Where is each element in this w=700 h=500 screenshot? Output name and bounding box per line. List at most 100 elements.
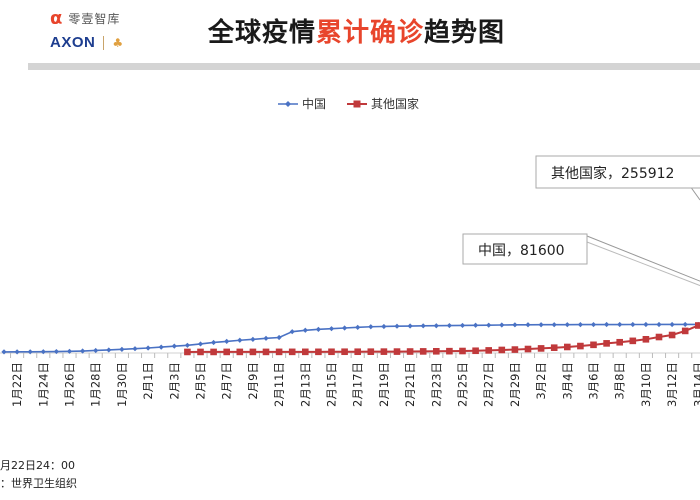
title-suffix: 趋势图 xyxy=(424,18,506,48)
data-point-other xyxy=(668,331,676,339)
data-point-china xyxy=(512,322,518,328)
data-point-china xyxy=(276,334,282,341)
data-point-other xyxy=(655,333,663,341)
legend-marker-china xyxy=(285,101,291,107)
data-point-china xyxy=(381,323,387,330)
data-point-china xyxy=(158,344,164,350)
data-point-china xyxy=(93,347,99,354)
x-tick-label: 1月26日 xyxy=(63,362,77,407)
x-tick-label: 2月13日 xyxy=(298,362,312,407)
data-point-other xyxy=(302,348,309,356)
data-point-china xyxy=(302,327,308,333)
data-point-china xyxy=(184,342,190,348)
data-point-other xyxy=(511,346,519,353)
data-point-china xyxy=(499,322,505,328)
data-point-other xyxy=(262,348,270,356)
x-tick-label: 1月30日 xyxy=(115,362,129,407)
callout-leader-china xyxy=(586,235,700,282)
data-point-china xyxy=(538,322,544,328)
data-point-other xyxy=(406,348,414,355)
data-point-china xyxy=(551,322,557,328)
data-point-china xyxy=(446,322,452,329)
logo-axon-text: AXON xyxy=(50,34,96,51)
data-point-other xyxy=(603,340,610,347)
x-tick-label: 2月15日 xyxy=(325,362,339,407)
data-point-china xyxy=(171,343,177,349)
data-point-china xyxy=(119,346,125,352)
data-point-china xyxy=(394,323,400,329)
data-point-other xyxy=(236,348,244,356)
title-highlight: 累计确诊 xyxy=(316,18,425,48)
data-point-china xyxy=(643,321,649,328)
page-title: 全球疫情累计确诊趋势图 xyxy=(208,12,505,49)
x-tick-label: 2月29日 xyxy=(508,362,522,407)
x-tick-label: 2月3日 xyxy=(167,362,181,400)
x-tick-label: 2月9日 xyxy=(246,362,260,400)
data-point-china xyxy=(433,323,439,329)
x-tick-label: 1月22日 xyxy=(10,362,24,407)
x-tick-label: 3月4日 xyxy=(560,362,574,400)
callout-box-china xyxy=(462,233,588,265)
data-point-china xyxy=(66,348,73,354)
data-point-china xyxy=(14,349,20,355)
x-tick-label: 1月28日 xyxy=(89,362,103,407)
data-point-china xyxy=(420,323,426,329)
footer-time: 月22日24：00 xyxy=(0,459,75,472)
data-point-china xyxy=(604,321,610,328)
data-point-china xyxy=(328,326,335,332)
x-tick-label: 3月6日 xyxy=(587,362,601,400)
x-tick-label: 3月2日 xyxy=(534,362,548,400)
data-point-other xyxy=(223,348,230,356)
data-point-china xyxy=(237,337,243,343)
data-point-other xyxy=(577,342,584,350)
logo-mark-icon: ♣ xyxy=(112,35,124,50)
data-point-china xyxy=(224,338,230,344)
x-tick-label: 2月1日 xyxy=(141,362,155,400)
data-point-other xyxy=(341,348,348,356)
data-point-other xyxy=(354,348,361,356)
data-point-other xyxy=(433,347,440,355)
data-point-china xyxy=(197,341,204,347)
data-point-other xyxy=(485,347,492,354)
x-tick-label: 3月8日 xyxy=(613,362,627,400)
data-point-other xyxy=(315,348,322,356)
data-point-other xyxy=(328,348,335,356)
x-tick-label: 2月19日 xyxy=(377,362,391,407)
data-point-china xyxy=(682,321,688,328)
callout-label-other: 其他国家，255912 xyxy=(551,165,674,182)
data-point-china xyxy=(669,321,675,328)
x-tick-label: 2月17日 xyxy=(351,362,365,407)
data-point-china xyxy=(407,323,413,329)
legend-label-china: 中国 xyxy=(302,96,326,111)
data-point-china xyxy=(473,322,479,328)
data-point-other xyxy=(629,337,637,345)
data-point-other xyxy=(472,347,479,355)
callout-label-china: 中国，81600 xyxy=(478,243,565,259)
x-tick-label: 3月10日 xyxy=(639,362,653,407)
x-tick-label: 3月12日 xyxy=(665,362,679,407)
data-point-other xyxy=(275,348,283,356)
data-point-china xyxy=(289,329,295,335)
data-point-other xyxy=(446,347,453,355)
data-point-china xyxy=(630,321,636,328)
brand-logo: α 零壹智库 AXON ♣ xyxy=(50,8,170,58)
data-point-other xyxy=(419,348,427,355)
x-tick-label: 2月27日 xyxy=(482,362,496,407)
logo-chinese-name: 零壹智库 xyxy=(68,12,121,26)
data-point-china xyxy=(617,321,623,328)
x-tick-label: 2月25日 xyxy=(456,362,470,407)
data-point-other xyxy=(380,348,388,355)
data-point-other xyxy=(197,348,204,356)
data-point-china xyxy=(250,336,256,342)
legend-marker-other xyxy=(353,100,361,108)
alpha-logo-icon: α xyxy=(50,8,63,29)
data-point-china xyxy=(211,339,217,346)
data-point-china xyxy=(145,345,151,351)
data-point-china xyxy=(564,322,570,328)
data-point-other xyxy=(642,335,650,343)
data-point-china xyxy=(459,322,466,329)
legend-label-other: 其他国家 xyxy=(371,96,419,111)
data-point-china xyxy=(40,349,46,355)
data-point-other xyxy=(681,327,689,335)
x-tick-label: 3月14日 xyxy=(691,362,700,407)
